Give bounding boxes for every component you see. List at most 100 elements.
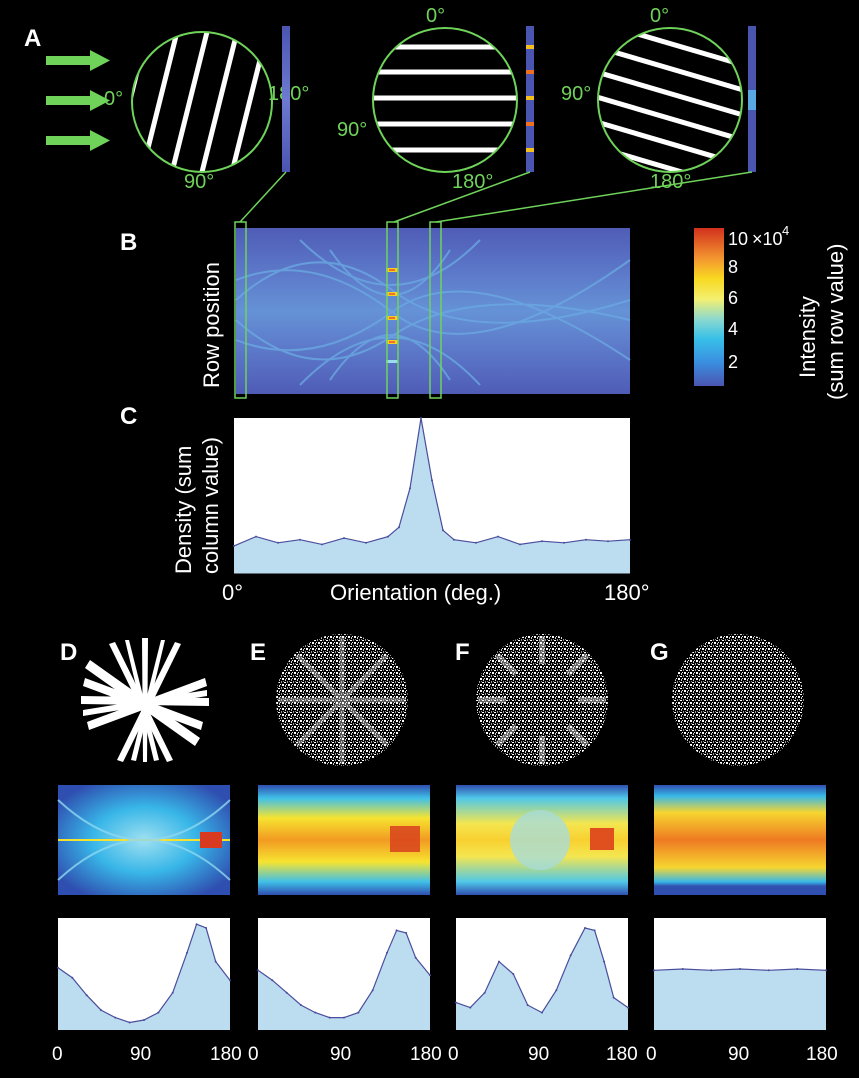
noise-circle-f: [476, 634, 608, 766]
chart-d-point-12: [214, 960, 217, 963]
arrow-right-icon: [46, 130, 110, 151]
chart-f-point-7: [555, 989, 558, 992]
panel-label-d: D: [60, 639, 77, 666]
c-x-start: 0°: [222, 580, 243, 605]
chart-c-point-5: [343, 537, 345, 540]
chart-f-point-12: [612, 996, 615, 999]
connector-lines: [239, 171, 753, 223]
chart-c-point-3: [299, 538, 301, 541]
chart-f-point-5: [526, 1004, 529, 1007]
b-ylabel: Row position: [199, 262, 224, 388]
colorbar-multiplier: ×10: [752, 229, 783, 249]
chart-e-point-0: [257, 969, 259, 972]
sinogram-heatmap: [234, 221, 631, 399]
chart-f-series-line: [455, 927, 629, 1014]
chart-c-point-10: [420, 417, 422, 419]
colorbar: 10 ×10 4 8 6 4 2 Intensity (sum row valu…: [694, 223, 848, 400]
chart-c-series-line: [233, 417, 631, 547]
chart-f: [455, 918, 629, 1030]
circle3-left-label: 90°: [561, 83, 591, 105]
chart-c-point-19: [585, 538, 587, 541]
projection-strip-3: [748, 26, 756, 172]
chart-f-point-3: [498, 960, 500, 963]
chart-d-point-2: [85, 994, 88, 997]
tick-f-90: 90: [528, 1044, 549, 1065]
chart-d-point-1: [71, 976, 74, 979]
chart-d-point-3: [100, 1009, 102, 1012]
chart-e-point-2: [285, 991, 288, 994]
chart-d-series-line: [57, 923, 231, 1024]
chart-c-point-21: [629, 538, 631, 541]
c-xlabel: Orientation (deg.): [330, 580, 501, 605]
chart-c-point-14: [475, 541, 477, 544]
chart-e-point-6: [343, 1016, 345, 1019]
chart-d-point-4: [114, 1016, 117, 1019]
colorbar-tick-2: 2: [728, 352, 738, 372]
chart-f-point-13: [627, 1006, 629, 1009]
colorbar-tick-4: 4: [728, 319, 738, 339]
circle1-bottom-label: 90°: [184, 171, 214, 193]
chart-e-point-10: [395, 929, 398, 932]
panel-label-c: C: [120, 403, 137, 430]
projection-strip-1: [282, 26, 290, 172]
chart-f-series: [455, 927, 629, 1030]
chart-d-point-8: [171, 991, 174, 994]
grating-circle-3: [597, 27, 743, 173]
chart-d-point-7: [157, 1011, 160, 1014]
chart-c-point-20: [607, 540, 609, 543]
panel-label-g: G: [650, 639, 669, 666]
chart-g-point-2: [710, 969, 713, 972]
chart-c-point-13: [453, 538, 455, 541]
grating-circle-1: [131, 31, 273, 173]
panel-label-f: F: [455, 639, 470, 666]
chart-c-point-18: [563, 541, 565, 544]
projection-strip-2: [526, 26, 534, 172]
chart-d-point-6: [143, 1019, 145, 1021]
chart-g-point-3: [739, 968, 741, 970]
chart-e-point-4: [314, 1011, 317, 1014]
tick-d-90: 90: [130, 1044, 151, 1065]
chart-c-point-9: [409, 487, 411, 490]
tick-g-0: 0: [646, 1044, 657, 1065]
chart-c-point-8: [398, 526, 400, 529]
c-ylabel-line1: Density (sum: [171, 446, 196, 574]
chart-d-point-9: [186, 951, 188, 954]
chart-f-point-9: [584, 927, 586, 929]
panel-label-b: B: [120, 229, 137, 256]
tick-f-180: 180: [606, 1044, 638, 1065]
c-x-end: 180°: [604, 580, 650, 605]
chart-e-point-8: [371, 989, 374, 992]
chart-f-point-10: [593, 929, 596, 932]
chart-g-series: [653, 968, 827, 1030]
grating-circle-2: [372, 27, 518, 173]
chart-e-point-7: [357, 1011, 360, 1014]
noise-circle-e: [276, 634, 408, 766]
chart-d-area-fill: [58, 924, 230, 1030]
chart-d: [57, 918, 231, 1030]
circle3-bottom-label: 180°: [650, 171, 691, 193]
chart-g-point-0: [653, 969, 655, 972]
chart-e-point-3: [300, 1004, 302, 1007]
chart-g-point-5: [796, 968, 799, 970]
circle2-left-label: 90°: [337, 119, 367, 141]
panel-label-a: A: [24, 25, 41, 52]
tick-e-180: 180: [410, 1044, 442, 1065]
chart-c-point-15: [497, 535, 499, 538]
chart-e-point-11: [405, 931, 408, 934]
panel-label-e: E: [250, 639, 266, 666]
c-ylabel-line2: column value): [198, 437, 223, 574]
colorbar-tick-6: 6: [728, 288, 738, 308]
heatmap-f: [456, 785, 628, 895]
colorbar-label-line1: Intensity: [795, 296, 820, 378]
chart-c-point-7: [387, 535, 389, 538]
chart-f-point-1: [469, 1006, 472, 1009]
chart-g-area-fill: [654, 969, 826, 1030]
tick-e-90: 90: [330, 1044, 351, 1065]
chart-e-point-9: [386, 951, 388, 954]
chart-d-point-5: [128, 1021, 131, 1024]
circle3-top-label: 0°: [650, 5, 669, 27]
circle2-bottom-label: 180°: [452, 171, 493, 193]
chart-d-point-10: [195, 923, 198, 926]
colorbar-tick-8: 8: [728, 257, 738, 277]
